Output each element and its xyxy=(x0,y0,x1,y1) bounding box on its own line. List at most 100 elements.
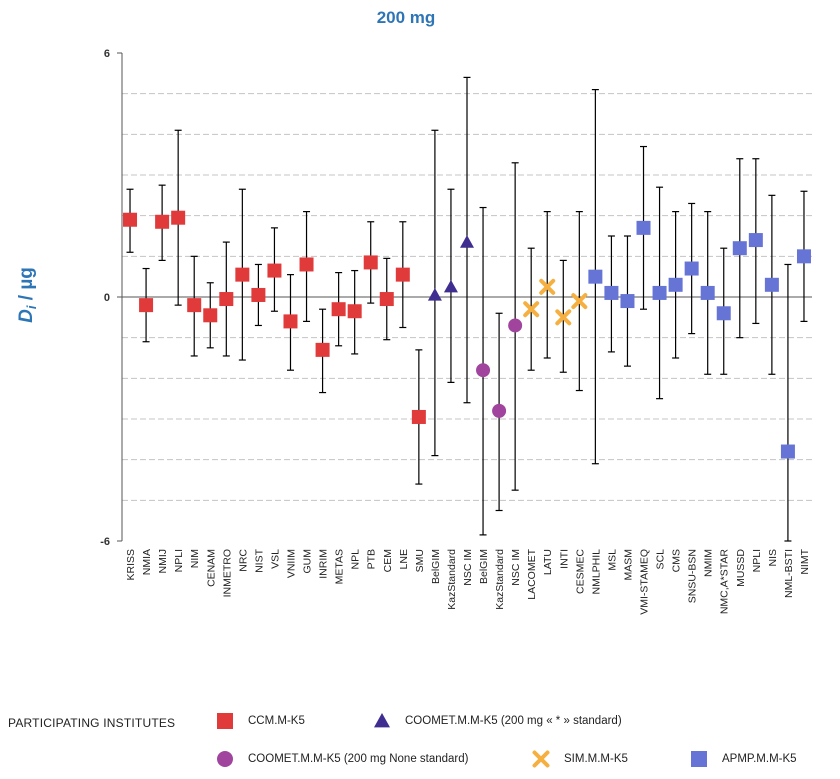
data-point xyxy=(251,287,266,302)
legend-marker-shape xyxy=(532,750,550,768)
data-point xyxy=(492,403,507,418)
data-point xyxy=(700,285,715,300)
y-axis-label-unit: / µg xyxy=(16,267,37,305)
x-tick-label: INTI xyxy=(558,549,570,569)
x-tick-label: NMIM xyxy=(703,549,715,577)
data-point xyxy=(379,292,394,307)
chart-title: 200 mg xyxy=(376,8,436,27)
data-point xyxy=(443,279,458,293)
x-tick-label: CMS xyxy=(671,549,683,572)
x-tick-label: MSL xyxy=(606,549,618,571)
x-tick-label: NPLI xyxy=(173,549,185,572)
legend-marker xyxy=(532,750,550,768)
data-point xyxy=(460,235,474,248)
x-tick-label: KazStandard xyxy=(446,549,458,610)
data-point xyxy=(716,306,731,321)
x-tick-label: NMLPHIL xyxy=(590,549,602,595)
legend-entry: COOMET.M.M-K5 (200 mg « * » standard) xyxy=(373,712,622,730)
y-axis-label-subscript: i xyxy=(24,305,39,309)
x-tick-label: NSC IM xyxy=(462,549,474,586)
data-point xyxy=(652,285,667,300)
legend-entry: COOMET.M.M-K5 (200 mg None standard) xyxy=(216,750,469,768)
legend-entry: APMP.M.M-K5 xyxy=(690,750,797,768)
legend-heading: PARTICIPATING INSTITUTES xyxy=(8,716,176,730)
data-point xyxy=(523,301,540,318)
legend: PARTICIPATING INSTITUTES CCM.M-K5 COOMET.… xyxy=(0,700,840,779)
legend-label: COOMET.M.M-K5 (200 mg « * » standard) xyxy=(405,715,622,727)
data-point xyxy=(299,257,314,272)
x-tick-label: CENAM xyxy=(205,549,217,587)
data-point xyxy=(555,309,572,326)
data-point xyxy=(283,314,298,329)
x-tick-label: NPL xyxy=(350,549,362,570)
x-tick-label: SMU xyxy=(414,549,426,572)
x-tick-label: NSC IM xyxy=(510,549,522,586)
legend-marker-shape xyxy=(217,751,233,767)
x-tick-label: NIS xyxy=(767,549,779,567)
legend-label: COOMET.M.M-K5 (200 mg None standard) xyxy=(248,753,469,765)
data-point xyxy=(636,220,651,235)
x-tick-label: SNSU-BSN xyxy=(687,549,699,603)
legend-marker-shape xyxy=(217,713,233,729)
x-tick-label: BelGIM xyxy=(430,549,442,584)
data-point xyxy=(187,298,202,313)
data-point xyxy=(123,212,138,227)
data-point xyxy=(668,277,683,292)
x-tick-label: NML-BSTI xyxy=(783,549,795,598)
data-point xyxy=(363,255,378,270)
data-point xyxy=(427,287,442,301)
x-tick-label: NIM xyxy=(189,549,201,568)
x-tick-label: LACOMET xyxy=(526,548,538,599)
data-point xyxy=(203,308,218,323)
legend-entry: CCM.M-K5 xyxy=(216,712,305,730)
legend-marker xyxy=(374,713,390,728)
x-tick-label: KazStandard xyxy=(494,549,506,610)
x-tick-label: VNIIM xyxy=(285,549,297,578)
x-tick-label: INMETRO xyxy=(221,549,233,597)
legend-marker xyxy=(217,751,233,767)
data-point xyxy=(604,285,619,300)
legend-label: CCM.M-K5 xyxy=(248,715,305,727)
data-point xyxy=(235,267,250,282)
x-tick-label: INRIM xyxy=(318,549,330,579)
data-point xyxy=(171,210,186,225)
x-tick-label: NMC,A*STAR xyxy=(719,549,731,615)
x-tick-label: NPLI xyxy=(751,549,763,572)
legend-entry: SIM.M.M-K5 xyxy=(532,750,628,768)
data-point xyxy=(347,304,362,319)
x-tick-label: CESMEC xyxy=(574,549,586,594)
data-point xyxy=(748,233,763,248)
plot-area: 6 0 -6 KRISS NMIA NMIJ NPLI NIM CENAM INMETRO NRC N… xyxy=(100,48,812,615)
data-point xyxy=(780,444,795,459)
data-point xyxy=(508,318,523,333)
x-tick-label: METAS xyxy=(334,549,346,584)
y-tick-label: 6 xyxy=(104,48,110,60)
data-point xyxy=(476,363,491,378)
x-tick-label: MUSSD xyxy=(735,549,747,587)
x-tick-label: LATU xyxy=(542,549,554,575)
x-tick-label: NMIJ xyxy=(157,549,169,574)
data-point xyxy=(588,269,603,284)
data-point xyxy=(411,409,426,424)
x-tick-label: NMIA xyxy=(141,549,153,575)
y-axis-label-main: D xyxy=(16,309,37,323)
data-point xyxy=(219,292,234,307)
legend-marker xyxy=(691,751,707,767)
x-tick-label: NIST xyxy=(253,548,265,573)
x-tick-label: CEM xyxy=(382,549,394,572)
data-point xyxy=(620,294,635,309)
data-point xyxy=(571,293,588,310)
x-tick-label: LNE xyxy=(398,549,410,569)
data-point xyxy=(684,261,699,276)
svg-text:Di / µg: Di / µg xyxy=(16,267,39,323)
y-tick-label: 0 xyxy=(104,292,110,304)
x-tick-label: NRC xyxy=(237,549,249,572)
legend-marker xyxy=(217,713,233,729)
x-tick-label: GUM xyxy=(302,549,314,574)
legend-label: SIM.M.M-K5 xyxy=(564,753,628,765)
data-point xyxy=(315,342,330,357)
x-tick-label: NIMT xyxy=(799,548,811,574)
x-tick-label: MASM xyxy=(622,549,634,581)
data-point xyxy=(155,214,170,229)
data-point xyxy=(732,241,747,256)
